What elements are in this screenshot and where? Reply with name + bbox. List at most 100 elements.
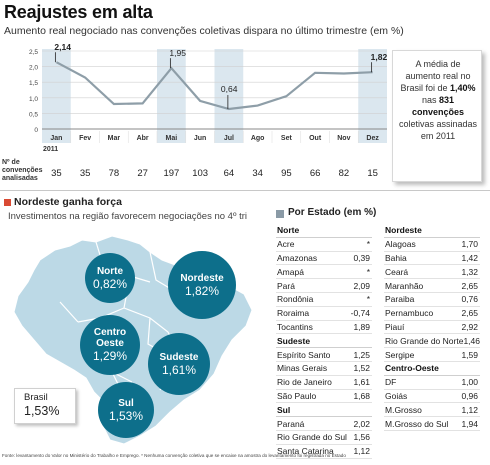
section-divider	[0, 190, 490, 191]
shade-Jan	[42, 49, 71, 143]
table-row: DF 1,00	[384, 376, 480, 390]
square-icon	[276, 210, 284, 218]
table-row: Paraiba 0,76	[384, 293, 480, 307]
section-title: Nordeste ganha força	[14, 196, 122, 208]
count-Ago: 34	[252, 168, 263, 179]
shade-Jul	[214, 49, 244, 143]
x-tick-label: Fev	[79, 135, 91, 142]
state-name: Sergipe	[385, 349, 415, 360]
state-value: 0,96	[461, 390, 478, 401]
month-shading	[42, 49, 387, 143]
state-name: Minas Gerais	[277, 363, 328, 374]
table-row: Pará 2,09	[276, 279, 372, 293]
bubble-nordeste: Nordeste 1,82%	[168, 251, 236, 319]
table-row: Ceará 1,32	[384, 265, 480, 280]
state-value: 2,92	[461, 321, 478, 332]
x-tick-label: Nov	[337, 135, 350, 142]
table-row: M.Grosso 1,12	[384, 403, 480, 418]
table-row: Acre *	[276, 238, 372, 252]
count-Out: 66	[309, 168, 321, 179]
state-value: 1,00	[461, 377, 478, 388]
state-name: Amapá	[277, 266, 304, 277]
table-row: Minas Gerais 1,52	[276, 362, 372, 376]
annotation-label: 1,82	[371, 52, 388, 62]
state-name: Espírito Santo	[277, 349, 331, 360]
state-name: Rio Grande do Sul	[277, 432, 347, 443]
group-header: Centro-Oeste	[384, 362, 480, 376]
x-tick-label: Abr	[137, 135, 149, 142]
table-row: Piauí 2,92	[384, 321, 480, 335]
table-row: Rio Grande do Norte 1,46	[384, 334, 480, 349]
annotation-label: 1,95	[169, 48, 186, 58]
state-name: Acre	[277, 239, 295, 250]
state-name: Santa Catarina	[277, 446, 334, 457]
table-row: Paraná 2,02	[276, 417, 372, 431]
page-title: Reajustes em alta	[4, 2, 153, 22]
group-name: Sul	[277, 404, 291, 415]
state-value: *	[366, 239, 370, 250]
x-tick-label: Set	[281, 135, 293, 142]
x-tick-label: Jul	[224, 135, 234, 142]
table-row: Roraima -0,74	[276, 307, 372, 321]
table-row: Maranhão 2,65	[384, 279, 480, 293]
table-row: Santa Catarina 1,12	[276, 445, 372, 459]
x-tick-label: Jan	[50, 135, 62, 142]
bubble-sul: Sul 1,53%	[98, 382, 154, 438]
series-line	[55, 61, 373, 111]
group-header: Sul	[276, 403, 372, 418]
state-value: 2,65	[461, 308, 478, 319]
group-name: Nordeste	[385, 225, 422, 236]
brasil-box	[14, 388, 76, 424]
table-row: Amazonas 0,39	[276, 252, 372, 266]
state-value: 1,46	[463, 335, 480, 346]
group-header: Sudeste	[276, 334, 372, 349]
y-tick-label: 0	[34, 127, 38, 134]
state-value: *	[366, 294, 370, 305]
y-tick-label: 2,5	[29, 49, 38, 56]
count-Abr: 27	[137, 168, 148, 179]
table-title: Por Estado (em %)	[288, 207, 377, 218]
count-Dez: 15	[367, 168, 378, 179]
x-tick-label: Mai	[166, 135, 178, 142]
annotation-label: 2,14	[54, 42, 71, 52]
state-value: 2,02	[353, 418, 370, 429]
state-value: 0,76	[461, 294, 478, 305]
state-name: M.Grosso	[385, 404, 422, 415]
state-name: Roraima	[277, 308, 310, 319]
state-value: 1,52	[353, 363, 370, 374]
table-row: Rondônia *	[276, 293, 372, 307]
x-tick-label: Mar	[108, 135, 121, 142]
state-name: Paraná	[277, 418, 305, 429]
y-axis-ticks: 2,5 2,0 1,5 1,0 0,5 0	[29, 49, 38, 134]
state-name: Goiás	[385, 390, 408, 401]
brasil-value: 1,53%	[24, 404, 60, 418]
table-row: Rio Grande do Sul 1,56	[276, 431, 372, 445]
table-row: Tocantins 1,89	[276, 321, 372, 335]
state-value: 0,39	[353, 252, 370, 263]
state-name: Paraiba	[385, 294, 415, 305]
count-Mar: 78	[108, 168, 120, 179]
x-tick-label: Dez	[366, 135, 379, 142]
table-row: Espírito Santo 1,25	[276, 348, 372, 362]
section-square-icon	[4, 199, 11, 206]
note-text: A média de aumento real no Brasil foi de…	[398, 59, 478, 141]
shade-Dez	[358, 49, 387, 143]
shade-Mai	[157, 49, 186, 143]
state-value: 1,94	[461, 418, 478, 429]
table-row: Rio de Janeiro 1,61	[276, 376, 372, 390]
state-name: Pernambuco	[385, 308, 434, 319]
state-name: Amazonas	[277, 252, 318, 263]
table-row: Bahia 1,42	[384, 252, 480, 266]
state-value: 1,12	[461, 404, 478, 415]
state-value: 1,68	[353, 390, 370, 401]
chart-annotations: 2,14 1,95 0,64 1,82	[54, 42, 388, 110]
brasil-label: Brasil	[24, 392, 48, 403]
state-name: M.Grosso do Sul	[385, 418, 449, 429]
state-name: Tocantins	[277, 321, 313, 332]
count-Nov: 82	[338, 168, 350, 179]
count-Mai: 197	[163, 168, 180, 179]
table-row: Pernambuco 2,65	[384, 307, 480, 321]
state-name: Piauí	[385, 321, 405, 332]
state-value: 1,56	[353, 432, 370, 443]
table-row: Goiás 0,96	[384, 390, 480, 404]
